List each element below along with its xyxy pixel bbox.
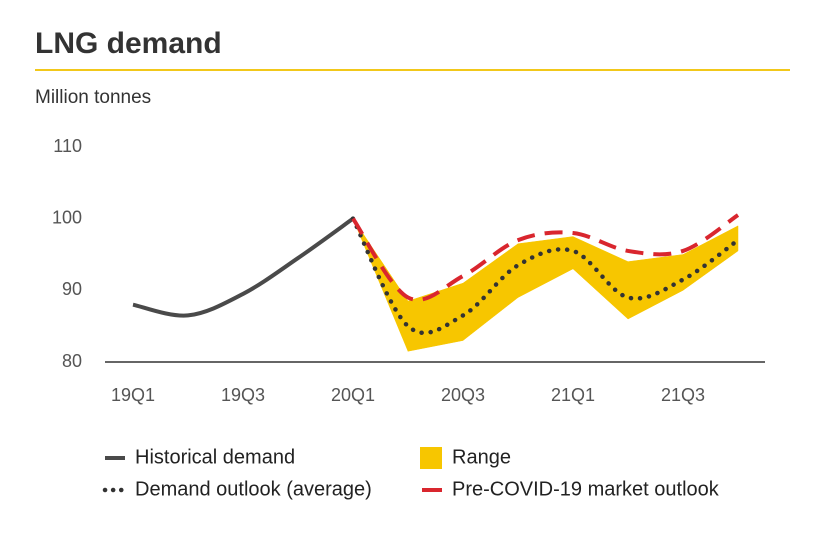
y-tick-label: 100 [52, 207, 82, 227]
y-tick-label: 80 [62, 351, 82, 371]
x-tick-label: 20Q1 [331, 385, 375, 405]
legend-label: Range [452, 446, 511, 468]
legend-label: Pre-COVID-19 market outlook [452, 478, 720, 500]
series-line [351, 213, 740, 302]
legend-swatch [420, 447, 442, 469]
x-tick-label: 20Q3 [441, 385, 485, 405]
series-line [132, 217, 355, 318]
y-tick-label: 110 [53, 136, 82, 156]
x-tick-label: 19Q3 [221, 385, 265, 405]
x-tick-label: 19Q1 [111, 385, 155, 405]
legend-label: Demand outlook (average) [135, 478, 372, 500]
legend-label: Historical demand [135, 446, 295, 468]
x-tick-label: 21Q3 [661, 385, 705, 405]
y-tick-label: 90 [62, 279, 82, 299]
x-tick-label: 21Q1 [551, 385, 595, 405]
series-line [350, 216, 741, 336]
chart-title: LNG demand [35, 27, 222, 60]
unit-label: Million tonnes [35, 87, 151, 108]
